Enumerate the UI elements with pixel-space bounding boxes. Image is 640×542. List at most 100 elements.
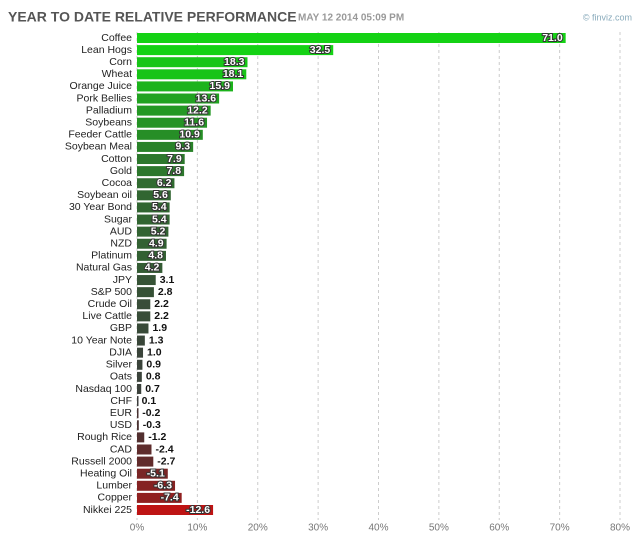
bar bbox=[137, 33, 566, 43]
bar bbox=[137, 311, 151, 322]
y-tick-label: Natural Gas bbox=[76, 262, 132, 274]
y-tick-label: Coffee bbox=[101, 32, 132, 44]
value-label: 11.6 bbox=[184, 116, 204, 128]
bar bbox=[137, 69, 247, 80]
bar bbox=[137, 335, 145, 346]
y-tick-label: GBP bbox=[110, 322, 132, 334]
y-tick-label: CAD bbox=[110, 443, 133, 455]
value-label: 4.9 bbox=[149, 238, 164, 250]
y-tick-label: Soybean oil bbox=[77, 189, 132, 201]
bar bbox=[137, 262, 163, 273]
bar bbox=[137, 117, 208, 128]
y-tick-label: Rough Rice bbox=[77, 431, 132, 443]
value-label: 5.4 bbox=[152, 201, 167, 213]
value-label: 71.0 bbox=[542, 32, 563, 44]
value-label: -6.3 bbox=[154, 480, 172, 492]
value-label: 13.6 bbox=[196, 92, 217, 104]
chart-subtitle: MAY 12 2014 05:09 PM bbox=[298, 13, 404, 24]
y-tick-label: 30 Year Bond bbox=[69, 201, 132, 213]
bar bbox=[137, 166, 185, 177]
bar bbox=[137, 420, 139, 431]
bar bbox=[137, 202, 170, 213]
value-label: 0.1 bbox=[142, 395, 157, 407]
y-tick-label: Lumber bbox=[96, 480, 132, 492]
bar bbox=[137, 287, 154, 298]
x-tick-label: 40% bbox=[368, 523, 388, 534]
value-label: -7.4 bbox=[161, 492, 179, 504]
value-label: 5.2 bbox=[151, 225, 166, 237]
value-label: 9.3 bbox=[176, 141, 191, 153]
bar bbox=[137, 129, 203, 140]
y-tick-label: CHF bbox=[110, 395, 132, 407]
y-tick-label: Wheat bbox=[102, 68, 132, 80]
y-tick-label: Oats bbox=[110, 371, 132, 383]
x-tick-label: 10% bbox=[187, 523, 207, 534]
value-label: -2.4 bbox=[155, 443, 173, 455]
value-label: 15.9 bbox=[210, 80, 231, 92]
y-tick-label: Heating Oil bbox=[80, 467, 132, 479]
y-tick-label: Cotton bbox=[101, 153, 132, 165]
bar bbox=[137, 81, 233, 92]
bar bbox=[137, 456, 154, 467]
bar bbox=[137, 250, 166, 261]
y-tick-label: Platinum bbox=[91, 250, 132, 262]
y-tick-label: Orange Juice bbox=[70, 80, 133, 92]
value-label: 2.2 bbox=[154, 310, 169, 322]
y-tick-label: AUD bbox=[110, 225, 133, 237]
y-tick-label: Soybean Meal bbox=[65, 141, 132, 153]
x-tick-label: 70% bbox=[550, 523, 570, 534]
value-label: 5.6 bbox=[153, 189, 168, 201]
y-tick-label: Gold bbox=[110, 165, 132, 177]
value-label: -2.7 bbox=[157, 455, 175, 467]
chart-title: YEAR TO DATE RELATIVE PERFORMANCE bbox=[8, 9, 297, 25]
value-label: 1.9 bbox=[152, 322, 167, 334]
y-tick-label: Soybeans bbox=[85, 116, 132, 128]
source: © finviz.com bbox=[583, 12, 632, 22]
value-label: 1.0 bbox=[147, 346, 162, 358]
y-tick-label: Pork Bellies bbox=[77, 92, 132, 104]
y-tick-label: Crude Oil bbox=[88, 298, 132, 310]
bar bbox=[137, 238, 167, 249]
bar bbox=[137, 347, 144, 358]
value-label: 0.7 bbox=[145, 383, 160, 395]
bar bbox=[137, 432, 145, 443]
x-tick-label: 0% bbox=[130, 523, 145, 534]
y-tick-label: NZD bbox=[110, 238, 132, 250]
value-label: -5.1 bbox=[147, 467, 165, 479]
value-label: 6.2 bbox=[157, 177, 172, 189]
value-label: 3.1 bbox=[160, 274, 175, 286]
bar bbox=[137, 214, 170, 225]
bar bbox=[137, 93, 220, 104]
value-label: -0.3 bbox=[143, 419, 161, 431]
bar bbox=[137, 275, 156, 286]
bar bbox=[137, 359, 143, 370]
y-tick-label: USD bbox=[110, 419, 133, 431]
value-label: 5.4 bbox=[152, 213, 167, 225]
bar bbox=[137, 480, 176, 491]
value-label: 12.2 bbox=[187, 104, 208, 116]
bar bbox=[137, 57, 248, 68]
bar bbox=[137, 45, 334, 56]
y-tick-label: Palladium bbox=[86, 104, 132, 116]
x-tick-label: 50% bbox=[429, 523, 449, 534]
y-tick-label: Nikkei 225 bbox=[83, 504, 132, 516]
bar bbox=[137, 371, 142, 382]
y-tick-label: Corn bbox=[109, 56, 132, 68]
y-tick-label: Feeder Cattle bbox=[68, 129, 132, 141]
y-tick-label: EUR bbox=[110, 407, 133, 419]
value-label: 4.2 bbox=[145, 262, 160, 274]
x-tick-label: 20% bbox=[248, 523, 268, 534]
x-tick-label: 60% bbox=[489, 523, 509, 534]
y-tick-label: Silver bbox=[106, 359, 133, 371]
value-label: 18.1 bbox=[223, 68, 244, 80]
y-tick-label: Sugar bbox=[104, 213, 133, 225]
y-tick-label: Copper bbox=[98, 492, 133, 504]
value-label: 7.8 bbox=[166, 165, 181, 177]
bar bbox=[137, 323, 149, 334]
value-label: -1.2 bbox=[148, 431, 166, 443]
value-label: 1.3 bbox=[149, 334, 164, 346]
bar bbox=[137, 492, 182, 503]
value-label: 18.3 bbox=[224, 56, 245, 68]
bar bbox=[137, 190, 171, 201]
